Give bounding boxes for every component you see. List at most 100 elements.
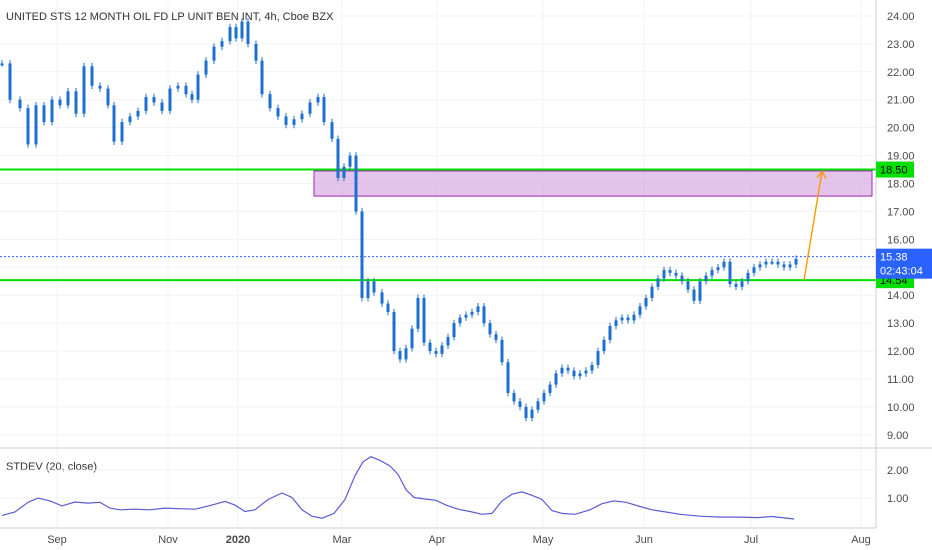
price-bar-body [638, 306, 642, 315]
last-price-tag [876, 248, 932, 279]
price-bar-body [404, 348, 408, 360]
y-tick-label: 24.00 [887, 11, 915, 23]
price-bar-body [254, 43, 258, 61]
price-bar-body [674, 272, 678, 276]
price-bar-body [322, 96, 326, 123]
indicator-tick-label: 1.00 [887, 493, 908, 505]
price-bar-body [572, 370, 576, 377]
price-bar-body [746, 272, 750, 282]
price-bar-body [704, 275, 708, 282]
price-bar-body [416, 298, 420, 329]
price-bar-body [608, 325, 612, 340]
price-bar-body [342, 166, 346, 178]
price-bar-body [476, 306, 480, 312]
projection-arrow[interactable] [803, 170, 827, 281]
price-bar-body [584, 370, 588, 374]
y-tick-label: 12.00 [887, 346, 915, 358]
price-bar-body [530, 409, 534, 419]
x-tick-label: Sep [47, 534, 67, 546]
gridlines [0, 0, 876, 528]
price-bar-body [90, 66, 94, 86]
price-bar-body [494, 334, 498, 340]
projection-arrowhead [816, 170, 827, 179]
price-bar-body [98, 85, 102, 89]
indicator-label[interactable]: STDEV (20, close) [6, 461, 97, 473]
price-bar-body [360, 211, 364, 298]
level-price-tag [876, 161, 914, 178]
y-tick-label: 16.00 [887, 234, 915, 246]
price-bar-body [698, 281, 702, 301]
price-bar-body [686, 281, 690, 290]
price-bar-body [614, 320, 618, 326]
price-bar-body [668, 270, 672, 273]
price-bar-body [144, 96, 148, 111]
price-bar-body [752, 267, 756, 273]
price-bar-body [710, 270, 714, 276]
price-bar-body [440, 345, 444, 354]
indicator-gridlines [0, 469, 876, 499]
price-bar-body [626, 317, 630, 321]
price-bar-body [692, 289, 696, 301]
price-bar-body [18, 99, 22, 109]
x-tick-label: Jul [744, 534, 758, 546]
price-bar-body [42, 105, 46, 123]
price-bar-body [596, 351, 600, 366]
price-bar-body [316, 96, 320, 103]
price-bar-body [176, 85, 180, 89]
price-bar-body [82, 66, 86, 114]
x-tick-label: Jun [635, 534, 653, 546]
price-bar-body [0, 63, 4, 66]
bar-countdown-label: 02:43:04 [880, 266, 923, 278]
price-axis[interactable]: 24.00 23.00 22.00 21.00 20.00 19.00 18.00 17.00… [887, 11, 915, 442]
x-tick-label: 2020 [226, 534, 250, 546]
price-bar-body [650, 286, 654, 298]
price-bar-body [50, 99, 54, 123]
price-bar-body [74, 91, 78, 114]
price-bar-body [446, 337, 450, 346]
price-bar-body [410, 328, 414, 349]
price-bar-body [788, 264, 792, 268]
y-tick-label: 21.00 [887, 95, 915, 107]
price-bar-body [782, 264, 786, 268]
price-bar-body [764, 261, 768, 265]
price-bar-body [190, 94, 194, 100]
price-bar-body [34, 105, 38, 145]
price-bar-body [464, 314, 468, 318]
price-bar-body [204, 60, 208, 75]
price-bar-body [434, 351, 438, 354]
price-bar-body [292, 119, 296, 125]
y-tick-label: 18.00 [887, 179, 915, 191]
x-tick-label: Aug [851, 534, 871, 546]
price-bar-body [300, 113, 304, 120]
y-tick-label: 10.00 [887, 402, 915, 414]
price-bar-body [740, 281, 744, 287]
price-bar-body [212, 46, 216, 61]
price-bar-body [554, 373, 558, 385]
price-bar-body [794, 258, 798, 265]
time-axis[interactable]: Sep Nov 2020 Mar Apr May Jun Jul Aug [47, 534, 871, 546]
price-bar-body [644, 298, 648, 307]
price-bar-body [284, 116, 288, 125]
price-bar-body [620, 317, 624, 321]
price-bar-body [398, 351, 402, 360]
price-bar-body [354, 155, 358, 212]
last-price-tag-label: 15.38 [880, 252, 908, 264]
price-bar-body [422, 298, 426, 343]
price-bar-body [488, 323, 492, 335]
price-bar-body [58, 99, 62, 106]
price-bar-body [160, 102, 164, 111]
price-bar-body [220, 41, 224, 47]
price-bar-body [632, 314, 636, 321]
price-bar-body [566, 367, 570, 371]
price-bar-body [656, 278, 660, 287]
price-bar-body [8, 63, 12, 100]
price-zone-box[interactable] [313, 170, 873, 197]
price-bar-body [548, 384, 552, 393]
price-bar-body [268, 94, 272, 109]
price-bar-body [308, 102, 312, 114]
y-tick-label: 22.00 [887, 67, 915, 79]
